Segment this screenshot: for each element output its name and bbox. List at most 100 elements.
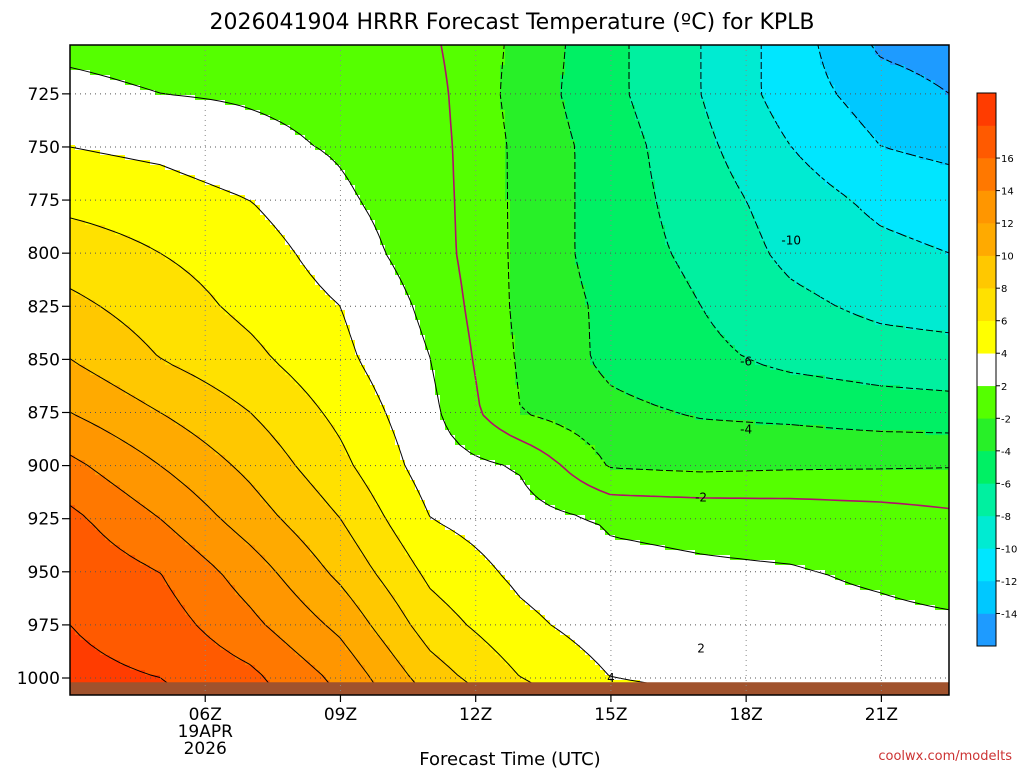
- field-cell: [115, 670, 121, 676]
- field-cell: [240, 395, 246, 401]
- field-cell: [200, 420, 206, 426]
- field-cell: [170, 500, 176, 506]
- field-cell: [225, 410, 231, 416]
- field-cell: [105, 415, 111, 421]
- field-cell: [70, 140, 76, 146]
- field-cell: [150, 125, 156, 131]
- field-cell: [155, 130, 161, 136]
- field-cell: [180, 135, 186, 141]
- field-cell: [95, 625, 101, 631]
- field-cell: [230, 460, 236, 466]
- field-cell: [85, 350, 91, 356]
- field-cell: [100, 470, 106, 476]
- field-cell: [220, 510, 226, 516]
- field-cell: [85, 50, 91, 56]
- field-cell: [225, 90, 231, 96]
- field-cell: [210, 255, 216, 261]
- field-cell: [195, 565, 201, 571]
- field-cell: [95, 490, 101, 496]
- field-cell: [90, 250, 96, 256]
- field-cell: [155, 55, 161, 61]
- field-cell: [180, 215, 186, 221]
- field-cell: [175, 130, 181, 136]
- field-cell: [185, 70, 191, 76]
- field-cell: [130, 280, 136, 286]
- field-cell: [120, 355, 126, 361]
- field-cell: [210, 550, 216, 556]
- field-cell: [170, 305, 176, 311]
- field-cell: [125, 660, 131, 666]
- field-cell: [200, 325, 206, 331]
- field-cell: [115, 465, 121, 471]
- field-cell: [175, 615, 181, 621]
- field-cell: [95, 285, 101, 291]
- field-cell: [250, 635, 256, 641]
- field-cell: [235, 240, 241, 246]
- field-cell: [260, 215, 266, 221]
- field-cell: [195, 590, 201, 596]
- field-cell: [140, 665, 146, 671]
- field-cell: [225, 515, 231, 521]
- field-cell: [255, 530, 261, 536]
- field-cell: [170, 380, 176, 386]
- field-cell: [220, 525, 226, 531]
- field-cell: [150, 430, 156, 436]
- field-cell: [245, 315, 251, 321]
- field-cell: [105, 105, 111, 111]
- field-cell: [140, 170, 146, 176]
- field-cell: [230, 510, 236, 516]
- field-cell: [230, 225, 236, 231]
- field-cell: [145, 530, 151, 536]
- field-cell: [175, 635, 181, 641]
- field-cell: [175, 230, 181, 236]
- field-cell: [190, 520, 196, 526]
- field-cell: [70, 290, 76, 296]
- field-cell: [190, 430, 196, 436]
- field-cell: [255, 305, 261, 311]
- field-cell: [210, 270, 216, 276]
- field-cell: [185, 520, 191, 526]
- field-cell: [80, 360, 86, 366]
- field-cell: [105, 235, 111, 241]
- field-cell: [235, 160, 241, 166]
- field-cell: [145, 625, 151, 631]
- field-cell: [130, 295, 136, 301]
- field-cell: [155, 605, 161, 611]
- field-cell: [105, 445, 111, 451]
- field-cell: [210, 205, 216, 211]
- field-cell: [105, 355, 111, 361]
- field-cell: [240, 305, 246, 311]
- field-cell: [190, 620, 196, 626]
- field-cell: [85, 65, 91, 71]
- field-cell: [135, 300, 141, 306]
- field-cell: [245, 95, 251, 101]
- field-cell: [70, 635, 76, 641]
- field-cell: [215, 310, 221, 316]
- field-cell: [215, 335, 221, 341]
- field-cell: [70, 450, 76, 456]
- field-cell: [225, 175, 231, 181]
- field-cell: [120, 175, 126, 181]
- field-cell: [240, 260, 246, 266]
- field-cell: [215, 340, 221, 346]
- field-cell: [175, 495, 181, 501]
- field-cell: [175, 150, 181, 156]
- field-cell: [75, 635, 81, 641]
- field-cell: [110, 150, 116, 156]
- field-cell: [85, 150, 91, 156]
- field-cell: [240, 665, 246, 671]
- field-cell: [185, 200, 191, 206]
- field-cell: [165, 380, 171, 386]
- field-cell: [235, 600, 241, 606]
- field-cell: [110, 320, 116, 326]
- field-cell: [255, 220, 261, 226]
- field-cell: [205, 230, 211, 236]
- field-cell: [105, 380, 111, 386]
- field-cell: [200, 675, 206, 681]
- field-cell: [235, 285, 241, 291]
- field-cell: [190, 335, 196, 341]
- field-cell: [95, 505, 101, 511]
- field-cell: [260, 95, 266, 101]
- field-cell: [150, 120, 156, 126]
- field-cell: [175, 235, 181, 241]
